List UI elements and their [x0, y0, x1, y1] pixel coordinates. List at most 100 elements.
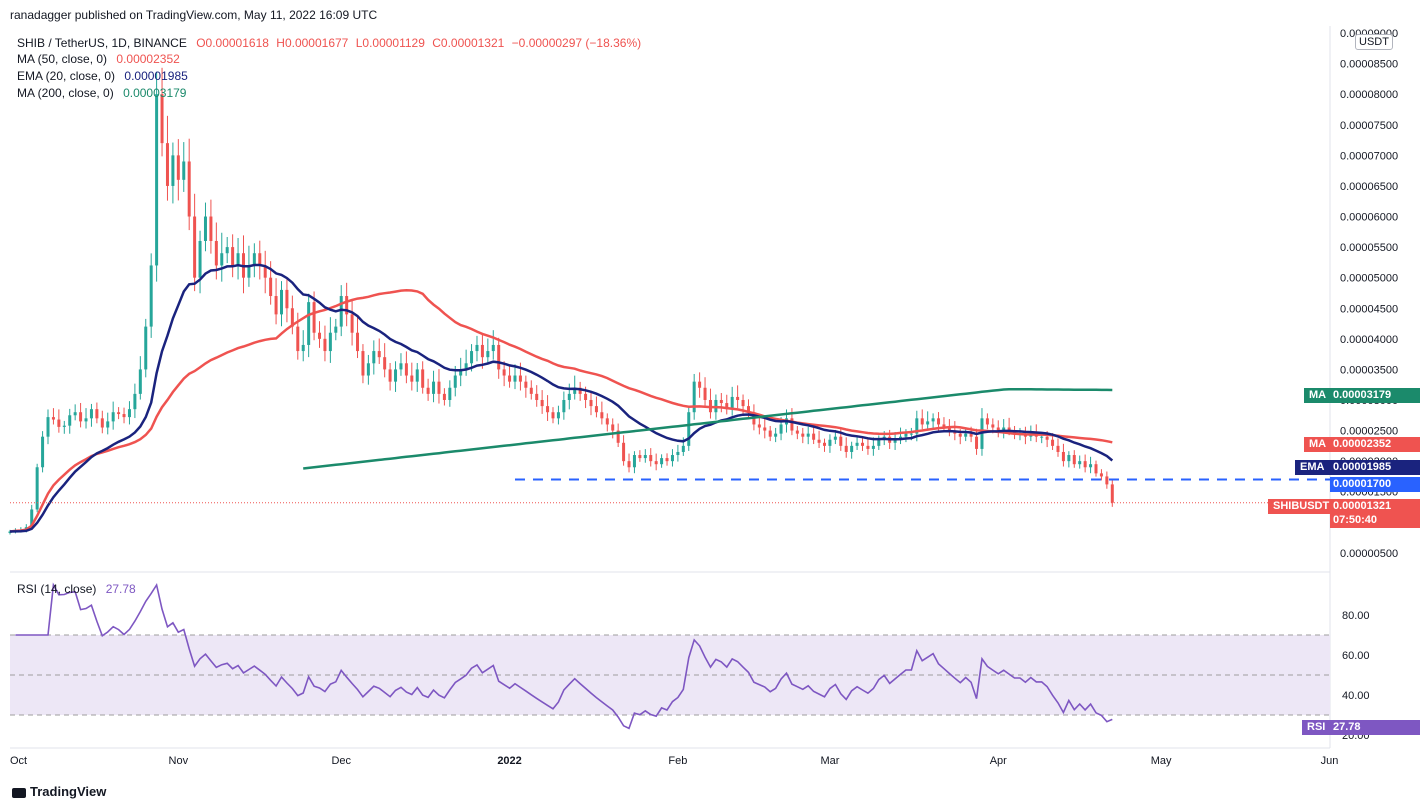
- candle-body: [165, 143, 169, 186]
- publisher-line: ranadagger published on TradingView.com,…: [10, 8, 378, 22]
- currency-unit-button[interactable]: USDT: [1355, 34, 1393, 50]
- candle-body: [692, 381, 696, 413]
- time-label-apr: Apr: [990, 755, 1007, 767]
- candle-body: [991, 424, 995, 428]
- candle-body: [57, 419, 61, 427]
- price-tick-13: 0.00007000: [1340, 150, 1398, 162]
- candle-body: [475, 344, 479, 352]
- candle-body: [127, 409, 131, 418]
- time-label-oct: Oct: [10, 755, 27, 767]
- candle-body: [801, 433, 805, 437]
- candle-body: [350, 314, 354, 333]
- candle-body: [79, 412, 83, 422]
- candle-body: [339, 296, 343, 327]
- candle-body: [556, 412, 560, 419]
- candle-body: [1105, 476, 1109, 485]
- candle-body: [1110, 484, 1114, 503]
- candle-body: [214, 240, 218, 266]
- candle-body: [855, 442, 859, 446]
- candle-body: [144, 326, 148, 370]
- time-label-mar: Mar: [820, 755, 839, 767]
- candle-body: [649, 455, 653, 462]
- candle-body: [459, 369, 463, 376]
- candle-body: [149, 265, 153, 327]
- candle-body: [323, 338, 327, 352]
- candle-body: [220, 253, 224, 266]
- candle-body: [942, 424, 946, 428]
- legend-rsi[interactable]: RSI (14, close) 27.78: [17, 582, 136, 596]
- candle-body: [46, 417, 50, 437]
- candle-body: [421, 369, 425, 388]
- candle-body: [437, 381, 441, 394]
- candle-body: [844, 445, 848, 452]
- ema20-tag-value: 0.00001985: [1330, 460, 1420, 475]
- candle-body: [280, 289, 283, 315]
- candle-body: [296, 326, 300, 352]
- candle-body: [996, 427, 1000, 431]
- candle-body: [187, 161, 191, 217]
- candle-body: [193, 216, 197, 278]
- legend-ma200[interactable]: MA (200, close, 0) 0.00003179: [17, 86, 186, 100]
- candle-body: [1045, 436, 1049, 440]
- ma50-line: [9, 289, 1113, 533]
- candle-body: [958, 433, 962, 437]
- candle-body: [84, 418, 88, 422]
- candle-body: [117, 412, 121, 415]
- candle-body: [524, 381, 528, 388]
- legend-ema20[interactable]: EMA (20, close, 0) 0.00001985: [17, 69, 188, 83]
- candle-body: [616, 430, 620, 443]
- bar-countdown: 07:50:40: [1330, 513, 1420, 528]
- tradingview-brand[interactable]: TradingView: [12, 784, 106, 799]
- candle-body: [703, 387, 707, 400]
- candle-body: [453, 375, 457, 388]
- candle-body: [231, 247, 235, 266]
- candle-body: [366, 363, 370, 376]
- candle-body: [1061, 451, 1065, 462]
- candle-body: [1072, 455, 1076, 465]
- candle-body: [567, 393, 571, 400]
- ma50-tag-value: 0.00002352: [1330, 437, 1420, 452]
- legend-ma200-label: MA (200, close, 0): [17, 86, 114, 100]
- price-tick-6: 0.00003500: [1340, 364, 1398, 376]
- ohlc-high: 0.00001677: [284, 36, 349, 50]
- candle-body: [1067, 455, 1071, 462]
- candle-body: [442, 393, 446, 400]
- candle-body: [258, 253, 262, 266]
- candle-body: [361, 351, 365, 376]
- price-tick-15: 0.00008000: [1340, 89, 1398, 101]
- time-label-2022: 2022: [497, 755, 521, 767]
- candle-body: [497, 344, 501, 370]
- symbol-name[interactable]: SHIB / TetherUS, 1D, BINANCE: [17, 36, 187, 50]
- legend-ma50[interactable]: MA (50, close, 0) 0.00002352: [17, 52, 180, 66]
- rsi-tick-80.00: 80.00: [1342, 610, 1370, 622]
- candle-body: [372, 351, 376, 364]
- ma200-line: [303, 387, 1113, 470]
- candle-body: [931, 418, 935, 422]
- candle-body: [225, 247, 229, 254]
- candle-body: [269, 277, 273, 297]
- ohlc-change: −0.00000297 (−18.36%): [511, 36, 642, 50]
- candle-body: [182, 161, 186, 180]
- candle-body: [383, 357, 387, 370]
- candle-body: [594, 406, 598, 413]
- candle-body: [665, 458, 669, 462]
- candle-body: [736, 396, 740, 400]
- price-tick-12: 0.00006500: [1340, 181, 1398, 193]
- candle-body: [312, 302, 316, 333]
- rsi-line: [15, 582, 1113, 730]
- candle-body: [774, 433, 778, 437]
- candle-body: [122, 414, 126, 418]
- candle-body: [546, 406, 550, 413]
- candle-body: [611, 424, 615, 431]
- candle-body: [660, 458, 664, 465]
- candle-body: [904, 433, 908, 437]
- candle-body: [915, 418, 919, 434]
- candle-body: [823, 442, 826, 446]
- candle-body: [719, 399, 723, 404]
- candle-body: [508, 375, 512, 382]
- candle-body: [399, 363, 403, 370]
- candle-body: [861, 442, 865, 446]
- candle-body: [893, 439, 897, 443]
- candle-body: [909, 433, 913, 435]
